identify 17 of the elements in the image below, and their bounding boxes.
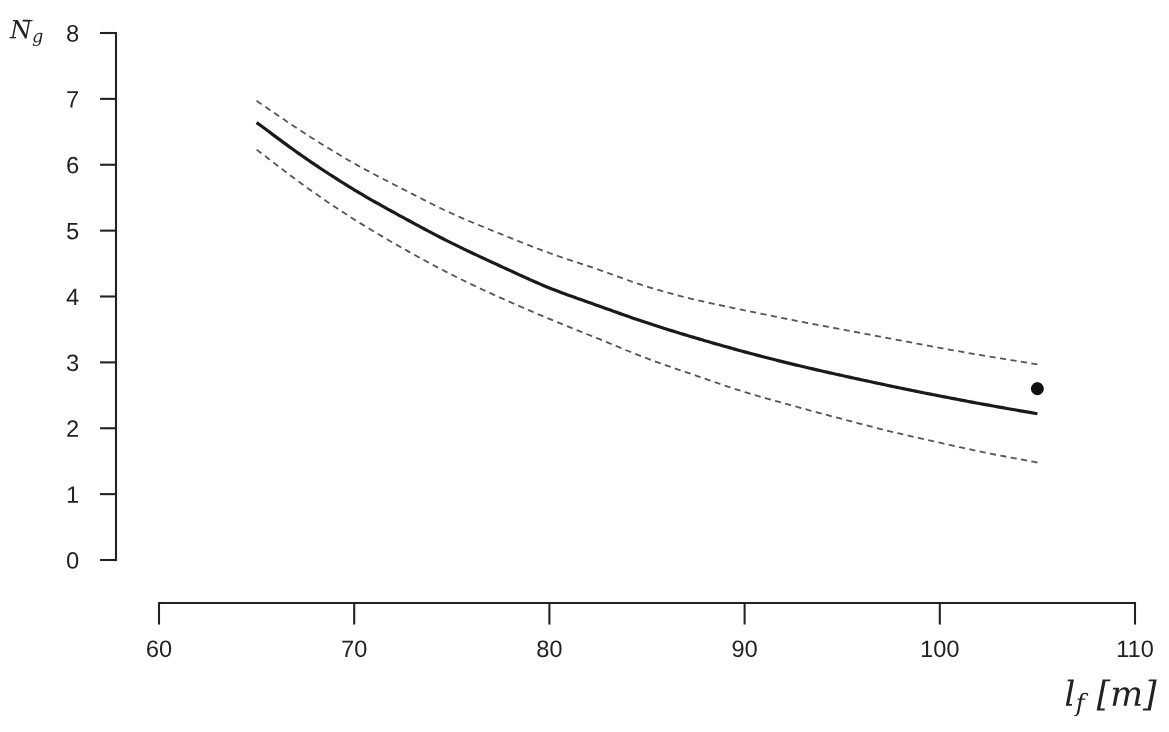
y-axis-title: N̄$_{g}$ bbox=[9, 19, 43, 47]
x-tick-label: 110 bbox=[1117, 640, 1153, 658]
y-tick-label: 8 bbox=[67, 25, 79, 42]
y-tick-label: 6 bbox=[67, 156, 79, 174]
y-tick-label: 7 bbox=[67, 91, 79, 108]
x-tick-label: 100 bbox=[921, 640, 959, 658]
x-tick-label: 80 bbox=[537, 640, 562, 658]
x-axis-title: l$_{f}$ [m] bbox=[1065, 679, 1157, 717]
y-tick-label: 0 bbox=[66, 552, 79, 569]
x-tick-label: 90 bbox=[732, 640, 757, 658]
y-tick-label: 1 bbox=[67, 486, 79, 503]
y-tick-label: 2 bbox=[67, 420, 79, 437]
x-tick-label: 70 bbox=[342, 640, 367, 658]
y-tick-label: 5 bbox=[67, 222, 79, 240]
y-tick-label: 3 bbox=[66, 354, 79, 372]
x-tick-label: 60 bbox=[147, 640, 172, 658]
y-tick-label: 4 bbox=[66, 288, 79, 306]
